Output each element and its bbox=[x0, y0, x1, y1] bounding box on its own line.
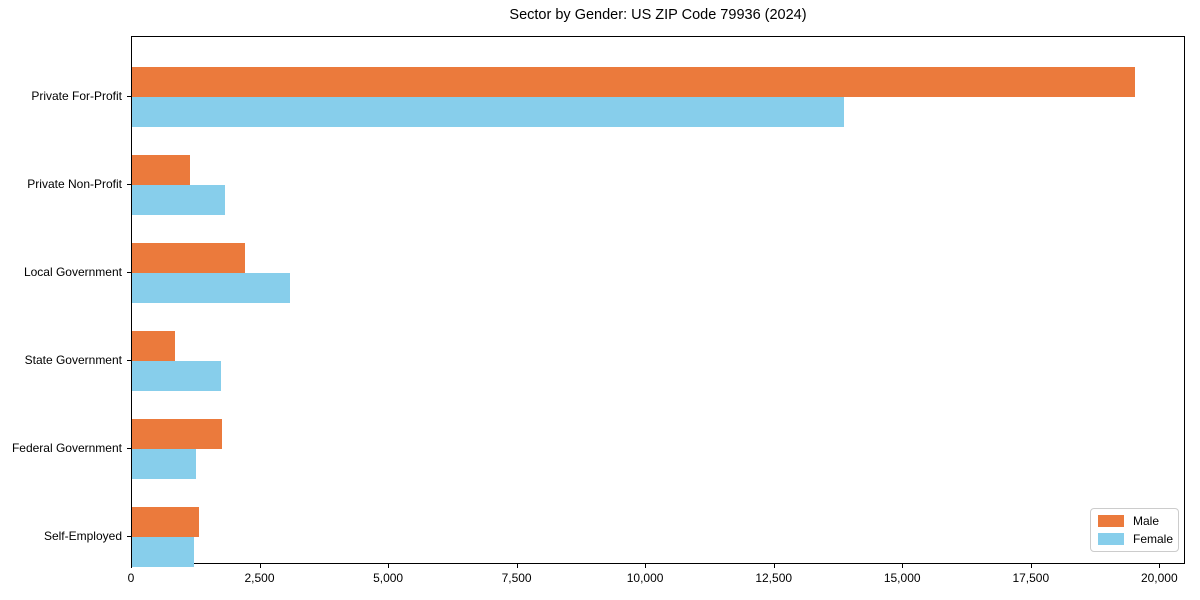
x-tick-label: 15,000 bbox=[883, 571, 921, 585]
legend-swatch-male bbox=[1098, 515, 1124, 527]
y-tick-label: State Government bbox=[24, 353, 122, 367]
x-tick-label: 5,000 bbox=[373, 571, 404, 585]
y-tick-label: Local Government bbox=[23, 265, 122, 279]
x-tick-mark bbox=[388, 563, 390, 568]
x-tick-label: 20,000 bbox=[1140, 571, 1178, 585]
bar-male-6 bbox=[132, 507, 199, 537]
x-tick-mark bbox=[773, 563, 775, 568]
bar-female-5 bbox=[132, 449, 196, 479]
y-tick-label: Private For-Profit bbox=[31, 89, 122, 103]
legend-item-male: Male bbox=[1098, 514, 1171, 528]
x-tick-mark bbox=[902, 563, 904, 568]
x-tick-label: 10,000 bbox=[626, 571, 664, 585]
y-tick-mark bbox=[127, 96, 131, 97]
x-tick-label: 17,500 bbox=[1012, 571, 1050, 585]
x-tick-label: 12,500 bbox=[755, 571, 793, 585]
bar-male-1 bbox=[132, 67, 1135, 97]
y-tick-mark bbox=[127, 360, 131, 361]
y-tick-mark bbox=[127, 536, 131, 537]
legend: Male Female bbox=[1090, 508, 1179, 552]
x-tick-mark bbox=[516, 563, 518, 568]
bar-female-3 bbox=[132, 273, 290, 303]
bar-female-4 bbox=[132, 361, 221, 391]
x-tick-mark bbox=[1030, 563, 1032, 568]
y-tick-label: Private Non-Profit bbox=[27, 177, 122, 191]
y-tick-mark bbox=[127, 184, 131, 185]
x-tick-mark bbox=[645, 563, 647, 568]
x-tick-label: 2,500 bbox=[244, 571, 275, 585]
x-tick-mark bbox=[131, 563, 132, 568]
y-tick-label: Federal Government bbox=[11, 441, 122, 455]
bar-male-2 bbox=[132, 155, 191, 185]
plot-area bbox=[131, 36, 1185, 567]
bar-female-1 bbox=[132, 97, 845, 127]
bar-female-6 bbox=[132, 537, 194, 567]
legend-label: Female bbox=[1133, 532, 1174, 546]
x-tick-mark bbox=[259, 563, 261, 568]
bar-female-2 bbox=[132, 185, 225, 215]
x-tick-mark bbox=[1159, 563, 1161, 568]
x-tick-label: 0 bbox=[127, 571, 135, 585]
y-tick-mark bbox=[127, 448, 131, 449]
legend-item-female: Female bbox=[1098, 532, 1174, 546]
x-tick-label: 7,500 bbox=[501, 571, 532, 585]
legend-label: Male bbox=[1133, 514, 1160, 528]
bar-male-5 bbox=[132, 419, 222, 449]
y-tick-label: Self-Employed bbox=[43, 529, 122, 543]
chart-title: Sector by Gender: US ZIP Code 79936 (202… bbox=[509, 7, 807, 23]
bar-male-3 bbox=[132, 243, 246, 273]
bar-male-4 bbox=[132, 331, 176, 361]
legend-swatch-female bbox=[1098, 533, 1124, 545]
y-tick-mark bbox=[127, 272, 131, 273]
